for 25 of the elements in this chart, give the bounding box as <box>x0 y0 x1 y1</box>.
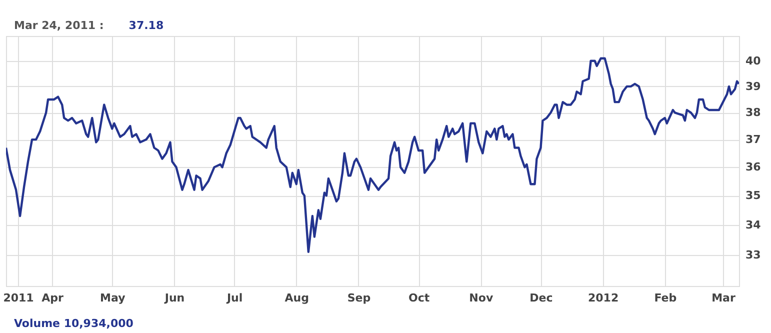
x-tick-label: Nov <box>469 292 494 304</box>
x-tick-label: May <box>100 292 126 304</box>
line-series <box>6 57 739 254</box>
y-tick-label: 36 <box>746 160 762 174</box>
text: Mar 24, 2011 : <box>14 19 104 32</box>
x-tick-label: Mar <box>712 292 736 304</box>
x-tick-label: Apr <box>42 292 64 304</box>
x-tick-label: Dec <box>530 292 553 304</box>
x-tick-label: Sep <box>347 292 371 304</box>
y-tick-label: 39 <box>746 80 761 93</box>
y-tick-label: 34 <box>746 218 762 232</box>
y-tick-label: 33 <box>746 248 761 262</box>
x-tick-label: Jul <box>226 292 243 304</box>
y-tick-label: 38 <box>746 106 761 120</box>
x-tick-label: 2012 <box>588 292 619 304</box>
x-tick-label: 2011 <box>3 292 34 304</box>
x-tick-label: Oct <box>408 292 430 304</box>
text: 37.18 <box>128 19 164 32</box>
x-tick-label: Jun <box>164 292 185 304</box>
text: Volume 10,934,000 <box>14 317 134 330</box>
y-tick-label: 37 <box>746 133 761 146</box>
y-tick-label: 35 <box>746 189 761 202</box>
x-tick-label: Feb <box>654 292 677 304</box>
y-tick-label: 40 <box>746 54 762 68</box>
x-tick-label: Aug <box>284 292 310 304</box>
